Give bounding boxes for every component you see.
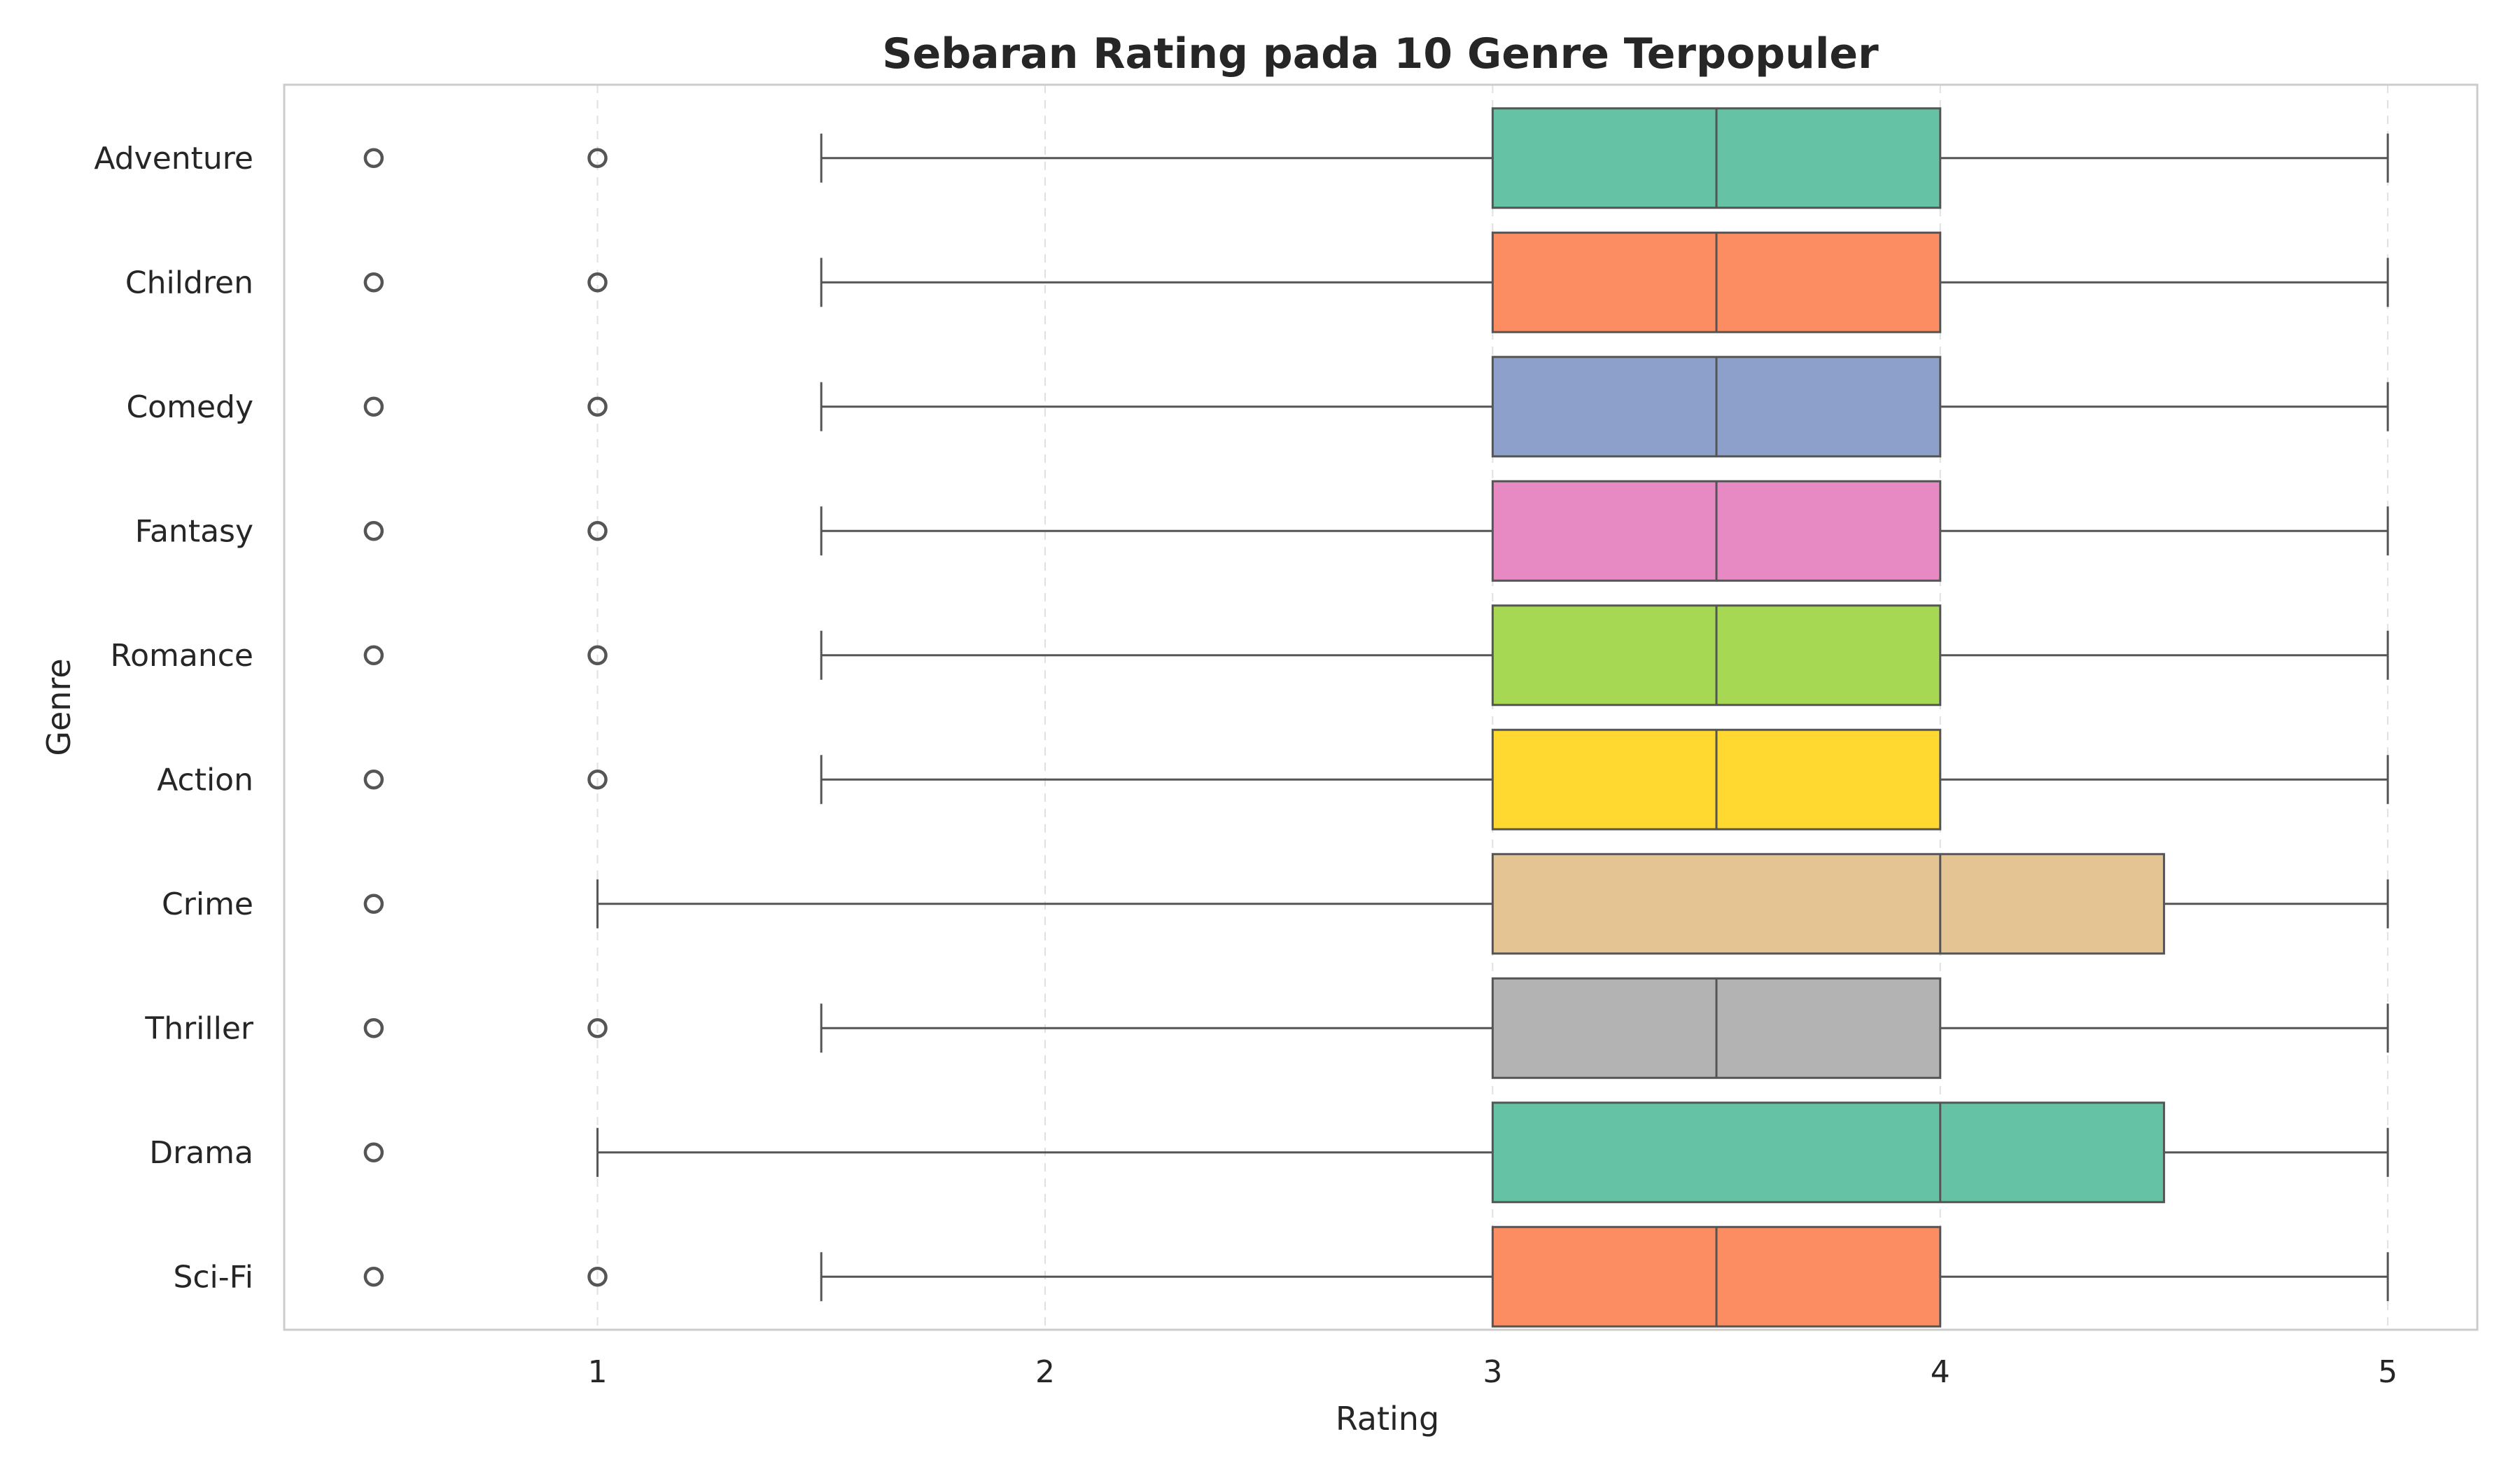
y-tick-label: Sci-Fi bbox=[173, 1259, 253, 1295]
outlier-point bbox=[587, 770, 608, 790]
x-tick-label: 4 bbox=[1931, 1354, 1950, 1390]
y-tick-label: Fantasy bbox=[135, 513, 253, 549]
x-tick-label: 5 bbox=[2378, 1354, 2398, 1390]
x-axis-ticks: 1 2 3 4 5 bbox=[588, 1354, 2398, 1390]
outlier-point bbox=[587, 1018, 608, 1038]
box-group bbox=[363, 977, 2389, 1079]
y-tick-label: Drama bbox=[149, 1135, 253, 1171]
outlier-point bbox=[363, 645, 384, 665]
chart-title: Sebaran Rating pada 10 Genre Terpopuler bbox=[882, 29, 1879, 78]
outlier-point bbox=[363, 521, 384, 541]
outlier-point bbox=[587, 148, 608, 168]
outlier-point bbox=[363, 894, 384, 914]
x-axis-label: Rating bbox=[1336, 1400, 1439, 1438]
x-tick-label: 2 bbox=[1035, 1354, 1055, 1390]
box-group bbox=[363, 1101, 2389, 1204]
outlier-point bbox=[363, 770, 384, 790]
y-tick-label: Crime bbox=[162, 887, 253, 922]
box-group bbox=[363, 1225, 2389, 1328]
x-tick-label: 1 bbox=[588, 1354, 608, 1390]
outlier-point bbox=[587, 645, 608, 665]
box-layer bbox=[363, 107, 2389, 1328]
y-axis-ticks: Adventure Children Comedy Fantasy Romance Act… bbox=[94, 141, 254, 1295]
box-group bbox=[363, 356, 2389, 458]
outlier-point bbox=[363, 1267, 384, 1287]
outlier-point bbox=[363, 1142, 384, 1162]
y-axis-label: Genre bbox=[40, 658, 78, 756]
outlier-point bbox=[587, 272, 608, 293]
box-group bbox=[363, 853, 2389, 955]
plot-area-frame bbox=[283, 83, 2479, 1331]
outlier-point bbox=[363, 1018, 384, 1038]
outlier-point bbox=[363, 148, 384, 168]
y-tick-label: Children bbox=[125, 265, 253, 300]
y-tick-label: Romance bbox=[111, 638, 254, 674]
box-group bbox=[363, 480, 2389, 582]
outlier-point bbox=[587, 396, 608, 417]
box-group bbox=[363, 728, 2389, 830]
box-iqr bbox=[1491, 853, 2165, 955]
y-tick-label: Adventure bbox=[94, 141, 253, 176]
y-tick-label: Action bbox=[157, 762, 253, 798]
box-group bbox=[363, 604, 2389, 707]
x-tick-label: 3 bbox=[1483, 1354, 1502, 1390]
outlier-point bbox=[363, 272, 384, 293]
outlier-point bbox=[587, 1267, 608, 1287]
outlier-point bbox=[363, 396, 384, 417]
box-group bbox=[363, 231, 2389, 333]
y-tick-label: Comedy bbox=[126, 389, 253, 425]
y-tick-label: Thriller bbox=[144, 1010, 254, 1046]
box-iqr bbox=[1491, 1101, 2165, 1204]
box-group bbox=[363, 107, 2389, 209]
outlier-point bbox=[587, 521, 608, 541]
